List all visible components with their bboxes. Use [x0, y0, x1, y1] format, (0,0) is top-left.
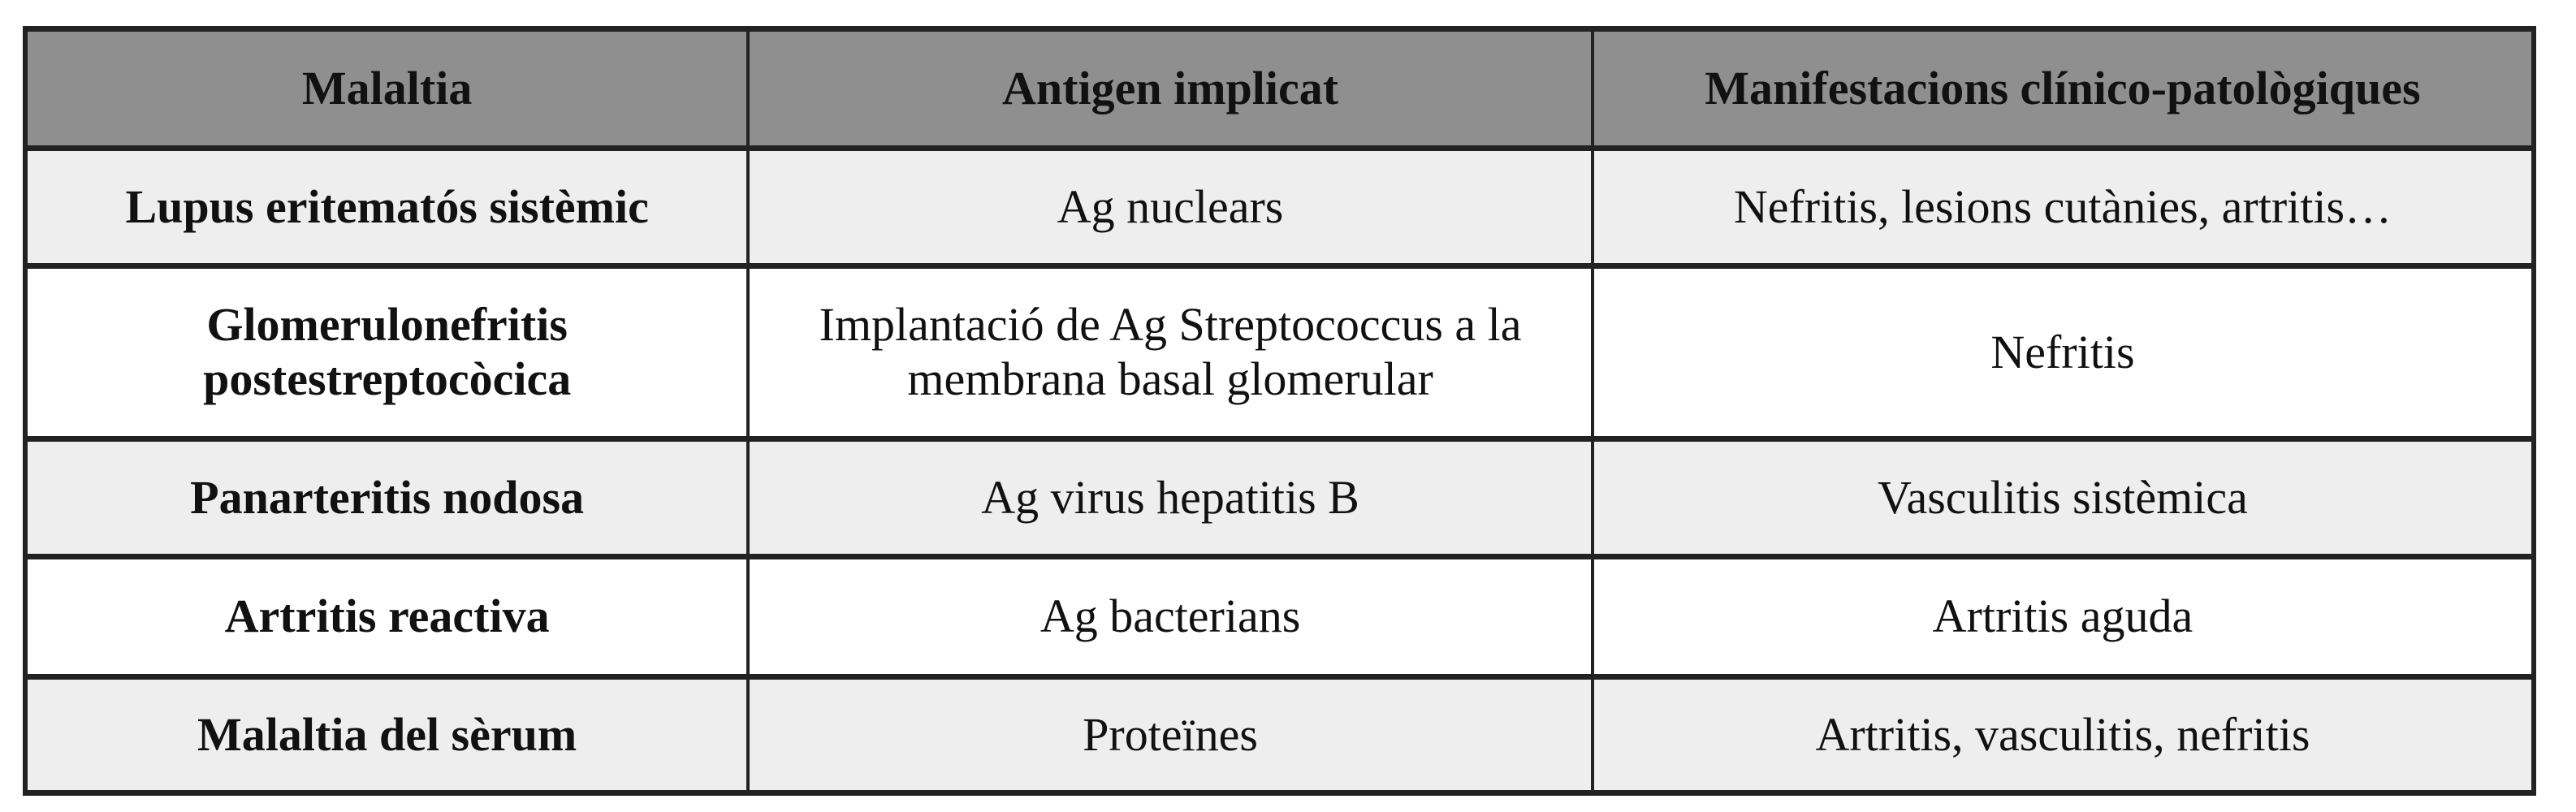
- disease-cell: Lupus eritematós sistèmic: [23, 145, 750, 269]
- manifestations-cell: Artritis, vasculitis, nefritis: [1590, 674, 2536, 796]
- antigen-cell: Implantació de Ag Streptococcus a la mem…: [746, 263, 1594, 442]
- manifestations-cell: Vasculitis sistèmica: [1590, 436, 2536, 559]
- header-row: Malaltia Antigen implicat Manifestacions…: [23, 26, 2536, 151]
- manifestations-cell: Artritis aguda: [1590, 554, 2536, 680]
- antigen-cell: Proteïnes: [746, 674, 1594, 796]
- disease-cell: Malaltia del sèrum: [23, 674, 750, 796]
- header-manifestations: Manifestacions clínico-patològiques: [1590, 26, 2536, 151]
- header-disease: Malaltia: [23, 26, 750, 151]
- table-row: Malaltia del sèrum Proteïnes Artritis, v…: [23, 674, 2536, 796]
- table-row: Artritis reactiva Ag bacterians Artritis…: [23, 554, 2536, 680]
- manifestations-cell: Nefritis, lesions cutànies, artritis…: [1590, 145, 2536, 269]
- disease-cell: Panarteritis nodosa: [23, 436, 750, 559]
- table-row: Lupus eritematós sistèmic Ag nuclears Ne…: [23, 145, 2536, 269]
- antigen-cell: Ag nuclears: [746, 145, 1594, 269]
- disease-cell: Glomerulonefritis postestreptocòcica: [23, 263, 750, 442]
- disease-cell: Artritis reactiva: [23, 554, 750, 680]
- antigen-cell: Ag virus hepatitis B: [746, 436, 1594, 559]
- header-antigen: Antigen implicat: [746, 26, 1594, 151]
- disease-antigen-table: Malaltia Antigen implicat Manifestacions…: [23, 26, 2536, 796]
- antigen-cell: Ag bacterians: [746, 554, 1594, 680]
- table-row: Glomerulonefritis postestreptocòcica Imp…: [23, 263, 2536, 442]
- table-row: Panarteritis nodosa Ag virus hepatitis B…: [23, 436, 2536, 559]
- manifestations-cell: Nefritis: [1590, 263, 2536, 442]
